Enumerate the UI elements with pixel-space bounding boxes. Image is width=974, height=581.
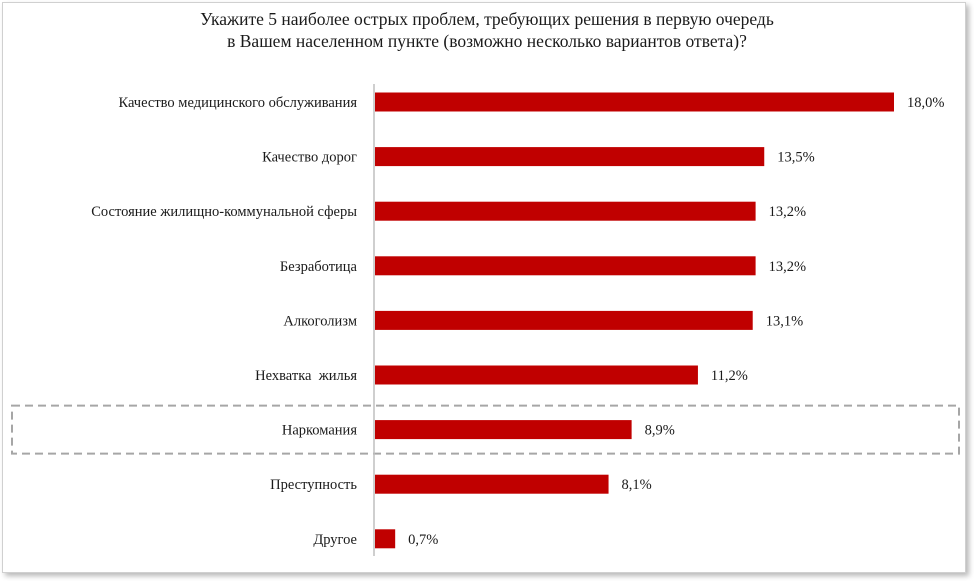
bar-row: Наркомания 8,9% — [282, 420, 675, 440]
bar — [375, 92, 894, 112]
category-label: Качество дорог — [262, 150, 357, 166]
category-label: Алкоголизм — [283, 313, 357, 329]
value-label: 13,1% — [766, 313, 803, 329]
category-label: Наркомания — [282, 423, 357, 439]
bar — [375, 420, 632, 440]
bar-row: Алкоголизм 13,1% — [283, 310, 803, 330]
value-label: 0,7% — [408, 532, 438, 548]
value-label: 11,2% — [711, 368, 748, 384]
bar-row: Безработица 13,2% — [280, 256, 806, 276]
category-label: Преступность — [270, 477, 357, 493]
bar-row: Другое 0,7% — [313, 529, 438, 549]
bar-row: Качество медицинского обслуживания 18,0% — [118, 92, 944, 112]
bar — [375, 529, 396, 549]
value-label: 13,2% — [769, 259, 806, 275]
bar-row: Состояние жилищно-коммунальной сферы 13,2… — [91, 201, 806, 221]
category-label: Другое — [313, 532, 357, 548]
category-label: Безработица — [280, 259, 358, 275]
category-label: Качество медицинского обслуживания — [118, 95, 357, 111]
bar — [375, 147, 765, 167]
bar — [375, 365, 698, 385]
bar-row: Качество дорог 13,5% — [262, 147, 815, 167]
chart-title-line-2: в Вашем населенном пункте (возможно неск… — [227, 31, 747, 51]
category-label: Нехватка жилья — [255, 368, 357, 384]
bar — [375, 310, 753, 330]
value-label: 18,0% — [907, 95, 944, 111]
bar — [375, 474, 609, 494]
value-label: 13,2% — [769, 204, 806, 220]
value-label: 8,1% — [622, 477, 652, 493]
bars-layer: Качество медицинского обслуживания 18,0%К… — [91, 92, 944, 549]
bar-row: Нехватка жилья 11,2% — [255, 365, 748, 385]
bar — [375, 256, 756, 276]
value-label: 13,5% — [777, 150, 814, 166]
value-label: 8,9% — [645, 423, 675, 439]
category-label: Состояние жилищно-коммунальной сферы — [91, 204, 357, 220]
highlight-box — [11, 404, 960, 455]
chart-title: Укажите 5 наиболее острых проблем, требу… — [0, 8, 974, 52]
bar — [375, 201, 756, 221]
bar-row: Преступность 8,1% — [270, 474, 652, 494]
chart-title-line-1: Укажите 5 наиболее острых проблем, требу… — [200, 9, 774, 29]
